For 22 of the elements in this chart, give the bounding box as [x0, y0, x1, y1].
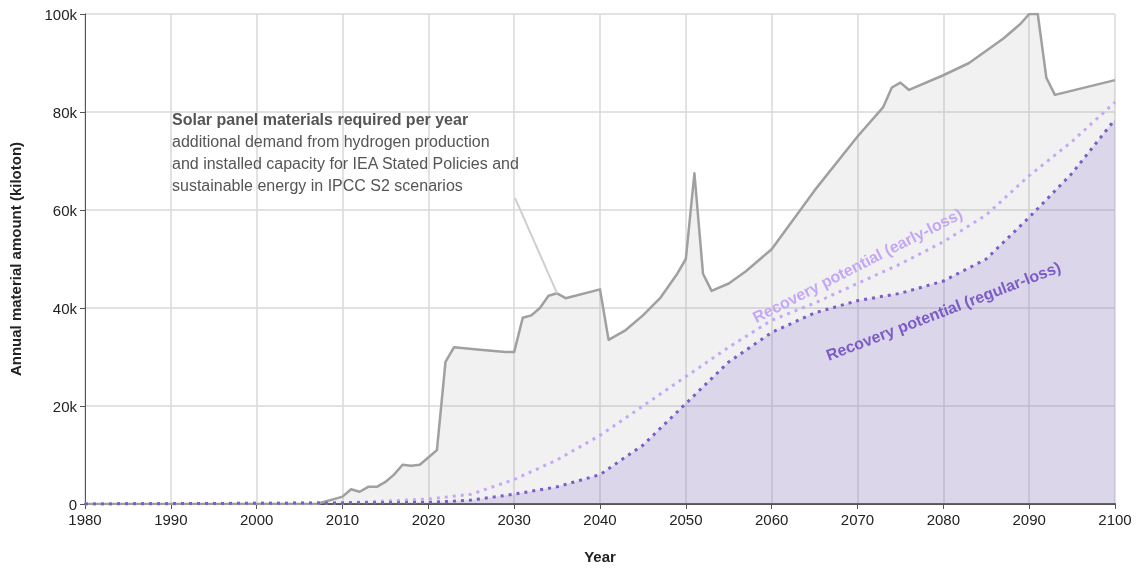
- x-tick-label: 2080: [926, 511, 961, 528]
- x-tick-label: 2070: [840, 511, 875, 528]
- x-axis-title: Year: [584, 548, 617, 565]
- x-tick-label: 2100: [1098, 511, 1132, 528]
- x-tick-label: 2040: [583, 511, 617, 528]
- x-tick-label: 2000: [239, 511, 274, 528]
- y-tick-label: 100k: [44, 5, 78, 23]
- x-tick-label: 1980: [68, 511, 102, 528]
- x-tick-label: 2020: [411, 511, 446, 528]
- y-tick-label: 0: [68, 495, 77, 513]
- x-tick-label: 1990: [154, 511, 188, 528]
- x-tick-label: 2010: [325, 511, 360, 528]
- y-axis-title: Annual material amount (kiloton): [7, 141, 24, 377]
- x-tick-label: 2060: [754, 511, 789, 528]
- x-tick-label: 2050: [669, 511, 703, 528]
- x-tick-label: 2030: [497, 511, 531, 528]
- y-tick-label: 60k: [52, 201, 78, 219]
- x-tick-label: 2090: [1012, 511, 1046, 528]
- y-tick-label: 40k: [52, 299, 78, 317]
- annotation: Solar panel materials required per year additional demand from hydrogen production and installed capacity for IEA Stated Policies and sustainable energy in IPCC S2 scenarios: [172, 110, 519, 194]
- y-tick-label: 20k: [52, 397, 78, 415]
- y-tick-label: 80k: [52, 103, 78, 121]
